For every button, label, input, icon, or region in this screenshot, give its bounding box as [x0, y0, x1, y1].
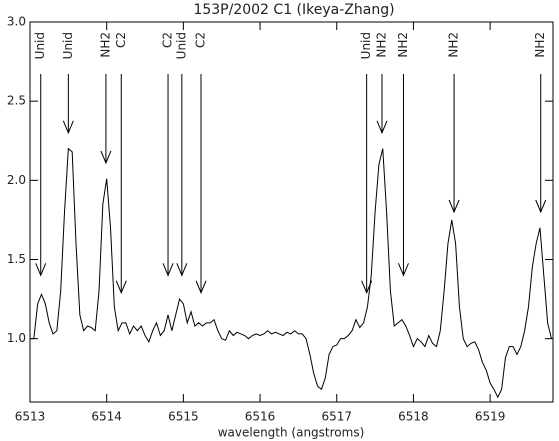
- annotation-label: Unid: [61, 32, 75, 59]
- annotation-arrowhead: [62, 120, 74, 135]
- annotation-label: NH2: [98, 32, 112, 58]
- annotation-label: Unid: [359, 32, 373, 59]
- annotation-arrowhead: [115, 280, 127, 295]
- annotation-label: C2: [194, 32, 208, 48]
- x-axis-title: wavelength (angstroms): [218, 426, 365, 440]
- annotation-arrowhead: [535, 199, 547, 214]
- y-tick-label: 2.0: [7, 173, 26, 187]
- annotation-arrowhead: [176, 263, 188, 277]
- annotation-arrowhead: [448, 199, 460, 214]
- annotation-label: C2: [161, 32, 175, 48]
- annotation-arrowhead: [398, 263, 409, 277]
- x-tick-label: 6518: [398, 410, 429, 424]
- annotation-label: NH2: [374, 32, 388, 58]
- annotation-label: Unid: [33, 32, 47, 59]
- annotation-label: NH2: [396, 32, 410, 58]
- annotation-arrowhead: [361, 280, 373, 295]
- chart-title: 153P/2002 C1 (Ikeya-Zhang): [193, 2, 394, 18]
- annotation-label: NH2: [447, 32, 461, 58]
- plot-frame: [29, 21, 554, 403]
- annotation-arrowhead: [100, 150, 112, 165]
- annotation-label: NH2: [533, 32, 547, 58]
- y-tick-label: 1.0: [7, 331, 26, 345]
- x-tick-label: 6515: [168, 410, 199, 424]
- annotation-arrowhead: [376, 120, 388, 135]
- x-tick-label: 6513: [15, 410, 46, 424]
- x-tick-label: 6519: [475, 410, 506, 424]
- x-tick-label: 6517: [321, 410, 352, 424]
- y-tick-label: 2.5: [7, 94, 26, 108]
- annotation-arrowhead: [195, 280, 207, 295]
- annotation-arrowhead: [162, 263, 174, 277]
- y-tick-label: 1.5: [7, 252, 26, 266]
- annotation-arrowhead: [35, 263, 47, 277]
- spectrum-line: [30, 147, 552, 399]
- annotation-label: Unid: [174, 32, 188, 59]
- x-tick-label: 6516: [245, 410, 276, 424]
- y-tick-label: 3.0: [7, 15, 26, 29]
- x-tick-label: 6514: [91, 410, 122, 424]
- annotation-label: C2: [114, 32, 128, 48]
